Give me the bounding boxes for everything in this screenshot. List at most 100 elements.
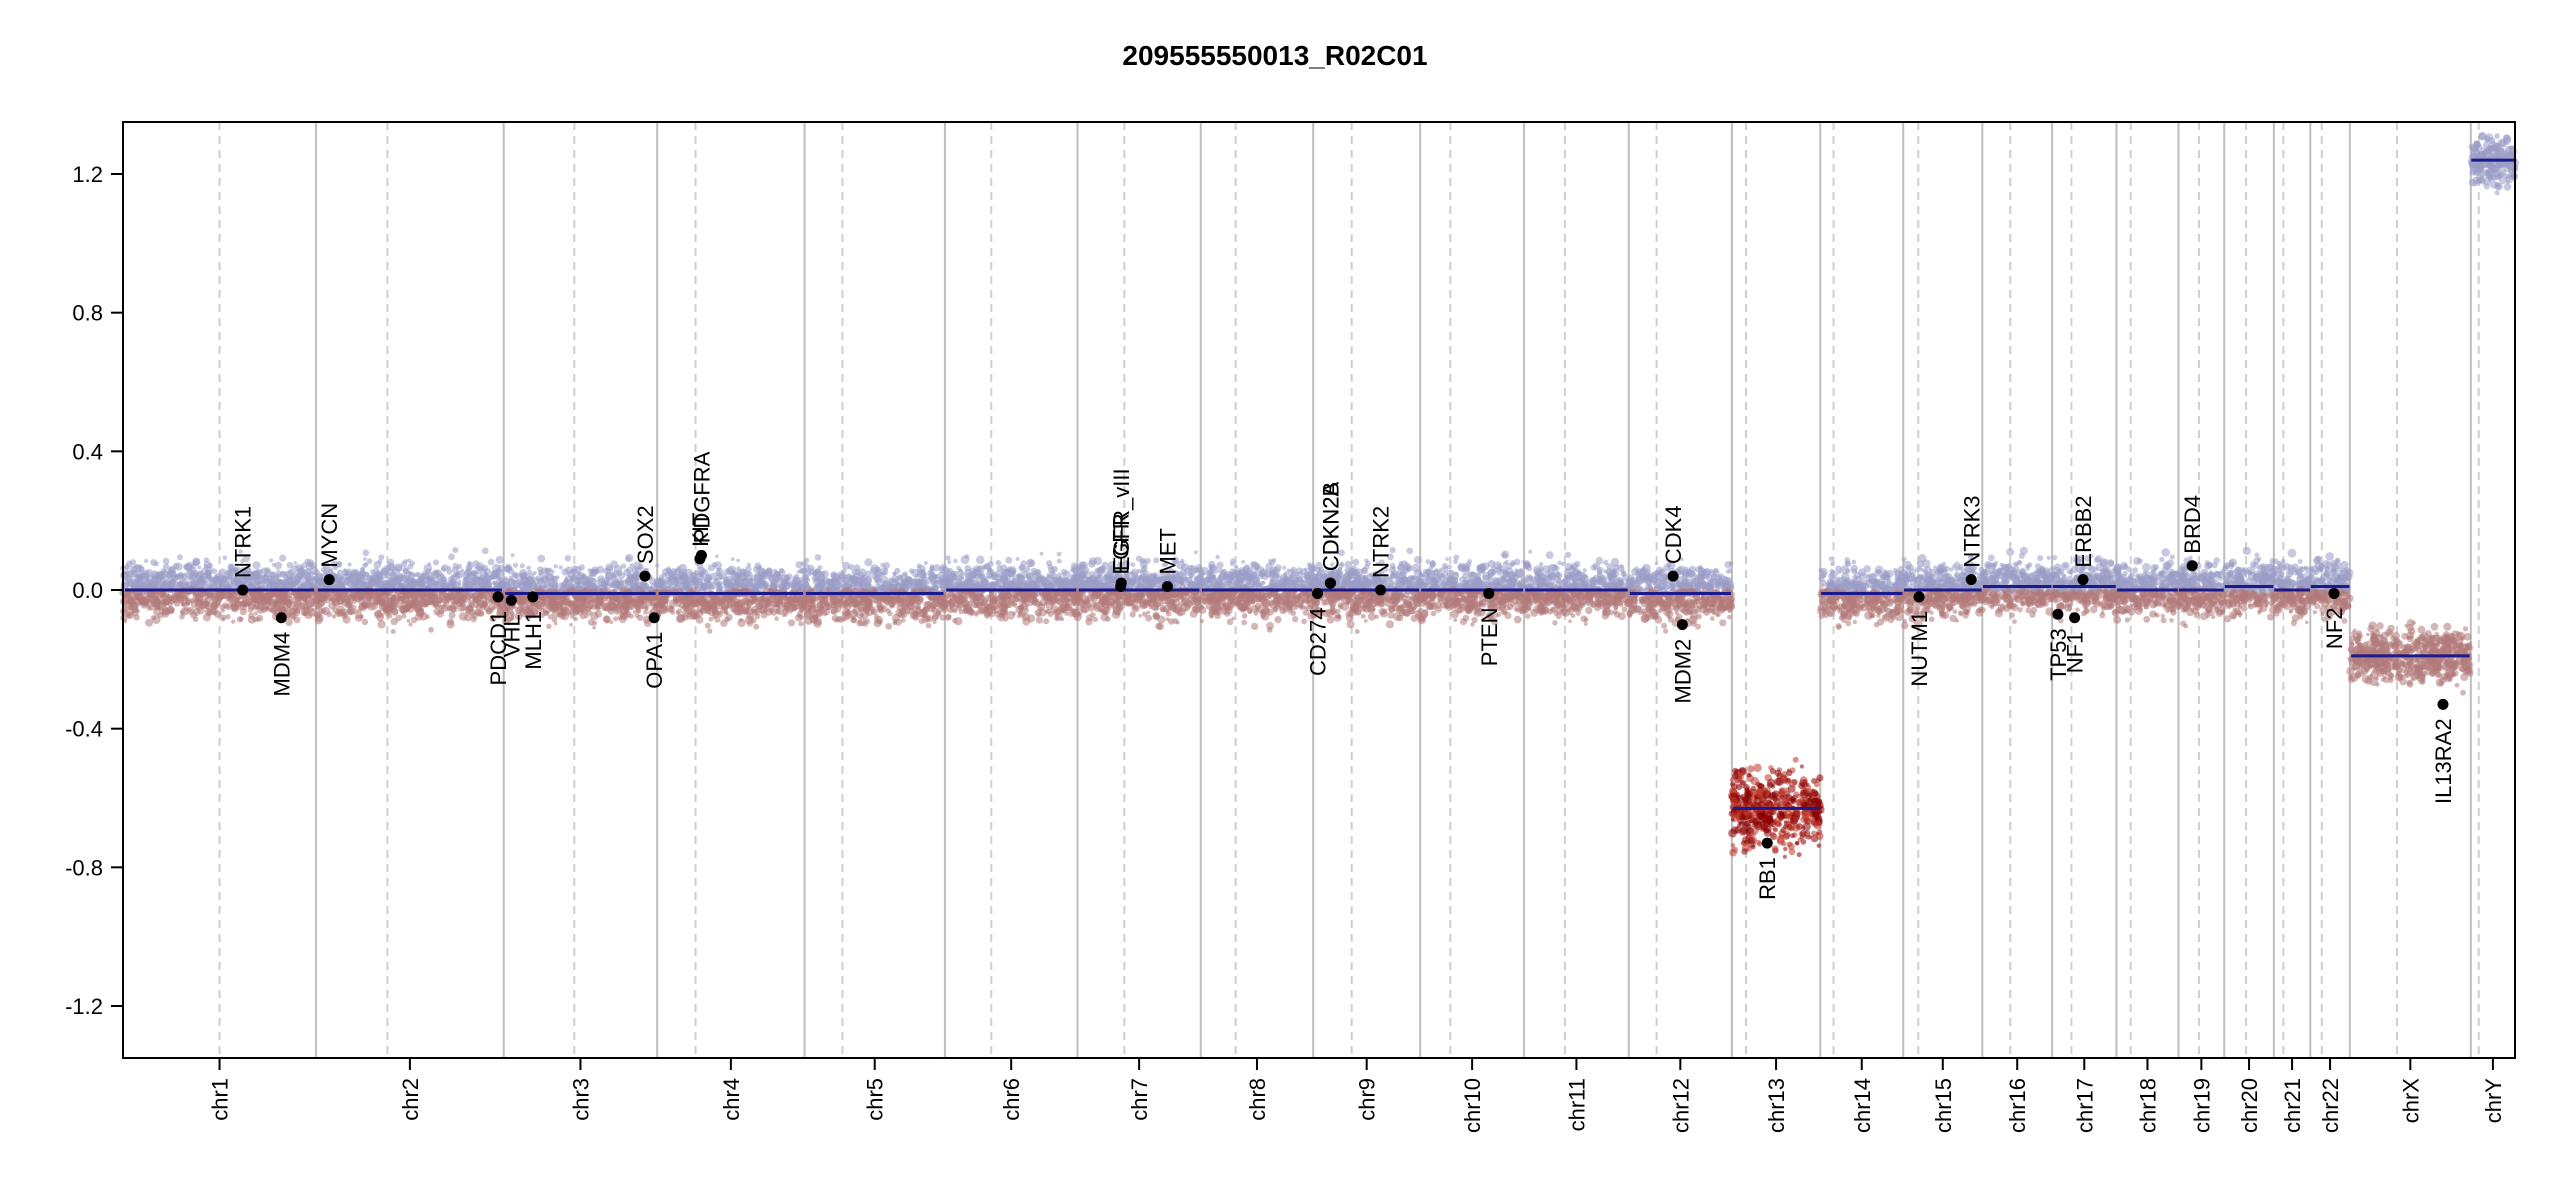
probe-point (894, 618, 902, 626)
probe-point (374, 576, 382, 584)
probe-point (848, 563, 855, 571)
probe-point (377, 559, 383, 565)
probe-point (255, 606, 260, 610)
probe-point (887, 610, 893, 617)
probe-point (315, 613, 324, 623)
probe-point (132, 595, 138, 601)
probe-point (176, 554, 183, 561)
probe-point (931, 603, 937, 610)
probe-point (257, 597, 266, 606)
probe-point (555, 603, 562, 611)
probe-point (300, 571, 305, 576)
probe-point (128, 572, 133, 578)
probe-point (396, 565, 403, 572)
probe-point (717, 567, 721, 572)
probe-point (131, 570, 139, 578)
probe-point (238, 549, 243, 554)
probe-point (576, 570, 581, 575)
probe-point (619, 615, 627, 623)
probe-point (206, 592, 213, 598)
probe-point (240, 599, 248, 607)
probe-point (490, 569, 500, 579)
probe-point (265, 597, 273, 605)
probe-point (1043, 618, 1050, 625)
probe-point (540, 567, 549, 575)
probe-point (440, 604, 449, 613)
probe-point (280, 595, 286, 601)
probe-point (188, 567, 198, 576)
probe-point (406, 619, 411, 623)
probe-point (575, 577, 581, 583)
probe-point (953, 558, 958, 564)
probe-point (1060, 568, 1068, 576)
probe-point (126, 611, 135, 619)
probe-point (417, 577, 423, 582)
probe-point (995, 560, 1002, 566)
probe-point (344, 601, 352, 609)
probe-point (337, 610, 343, 617)
probe-point (470, 612, 478, 620)
probe-point (296, 579, 301, 584)
probe-point (235, 573, 241, 580)
probe-point (827, 600, 836, 609)
probe-point (832, 573, 841, 582)
probe-point (120, 571, 129, 580)
probe-point (275, 579, 285, 588)
probe-point (612, 579, 620, 586)
probe-point (477, 582, 482, 587)
probe-point (485, 598, 491, 605)
probe-point (130, 601, 134, 606)
probe-point (908, 568, 915, 574)
probe-point (157, 574, 164, 581)
probe-point (782, 608, 789, 615)
probe-point (578, 564, 585, 571)
probe-point (745, 607, 754, 616)
probe-point (384, 582, 390, 587)
probe-point (701, 603, 709, 611)
probe-point (945, 613, 952, 620)
probe-point (175, 592, 181, 599)
probe-point (794, 613, 803, 622)
probe-point (644, 606, 649, 611)
probe-point (758, 606, 766, 614)
probe-point (960, 555, 970, 564)
probe-point (791, 585, 797, 591)
probe-point (711, 562, 718, 568)
probe-point (594, 597, 600, 603)
probe-point (628, 613, 634, 619)
probe-point (724, 580, 732, 589)
probe-point (546, 623, 552, 629)
probe-point (551, 616, 558, 623)
probe-point (158, 598, 166, 606)
probe-point (176, 582, 184, 590)
chart-title: 209555550013_R02C01 (1122, 40, 1428, 71)
probe-point (841, 608, 851, 617)
probe-point (736, 566, 741, 571)
probe-point (149, 579, 159, 588)
probe-point (841, 568, 847, 574)
probe-point (343, 568, 348, 573)
probe-point (623, 597, 628, 602)
probe-point (621, 563, 627, 569)
probe-point (935, 608, 942, 614)
probe-point (390, 618, 398, 626)
probe-point (814, 554, 822, 561)
probe-point (787, 619, 796, 627)
probe-point (544, 599, 552, 607)
probe-point (519, 563, 525, 569)
probe-point (162, 557, 170, 565)
probe-point (665, 567, 672, 574)
probe-point (695, 609, 704, 618)
probe-point (704, 622, 711, 629)
probe-point (649, 601, 655, 607)
probe-point (347, 608, 353, 614)
probe-point (923, 561, 928, 565)
probe-point (513, 579, 522, 589)
probe-point (206, 610, 212, 616)
probe-point (877, 605, 884, 612)
probe-point (448, 611, 456, 619)
probe-point (921, 612, 927, 619)
probe-point (737, 618, 746, 628)
probe-point (279, 554, 287, 562)
probe-point (269, 558, 274, 563)
